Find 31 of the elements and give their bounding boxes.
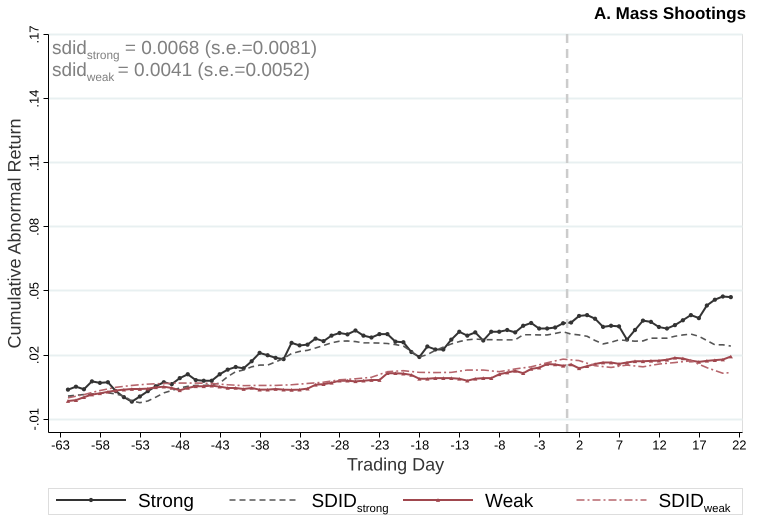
x-axis-title: Trading Day	[346, 454, 444, 474]
y-tick-label: .11	[26, 154, 42, 172]
x-tick-label: -23	[370, 438, 390, 452]
y-tick-label: .17	[26, 25, 42, 44]
chart-title: A. Mass Shootings	[594, 4, 746, 23]
x-tick-label: -8	[494, 438, 506, 452]
y-tick-label: .05	[26, 282, 42, 300]
y-tick-label: .08	[26, 218, 42, 236]
x-tick-label: 17	[692, 438, 707, 452]
x-tick-label: 2	[576, 438, 584, 452]
x-tick-label: 22	[732, 438, 747, 452]
x-tick-label: -28	[330, 438, 350, 452]
legend-label: Strong	[138, 491, 194, 512]
x-tick-label: 12	[652, 438, 667, 452]
x-tick-label: -63	[51, 438, 70, 452]
x-tick-label: -13	[450, 438, 470, 452]
x-tick-label: -48	[170, 438, 190, 452]
x-tick-label: -58	[91, 438, 110, 452]
y-axis-title: Cumulative Abnormal Return	[4, 118, 24, 349]
x-tick-label: 7	[616, 438, 624, 452]
line-series	[67, 330, 732, 404]
x-tick-label: -43	[210, 438, 230, 452]
legend-label: Weak	[485, 491, 534, 512]
x-tick-label: -3	[534, 438, 546, 452]
y-tick-label: -.01	[26, 408, 42, 430]
y-tick-label: .02	[26, 346, 42, 364]
y-tick-label: .14	[26, 90, 42, 108]
x-tick-label: -33	[290, 438, 310, 452]
x-tick-label: -18	[410, 438, 430, 452]
x-tick-label: -38	[250, 438, 270, 452]
x-tick-label: -53	[130, 438, 150, 452]
